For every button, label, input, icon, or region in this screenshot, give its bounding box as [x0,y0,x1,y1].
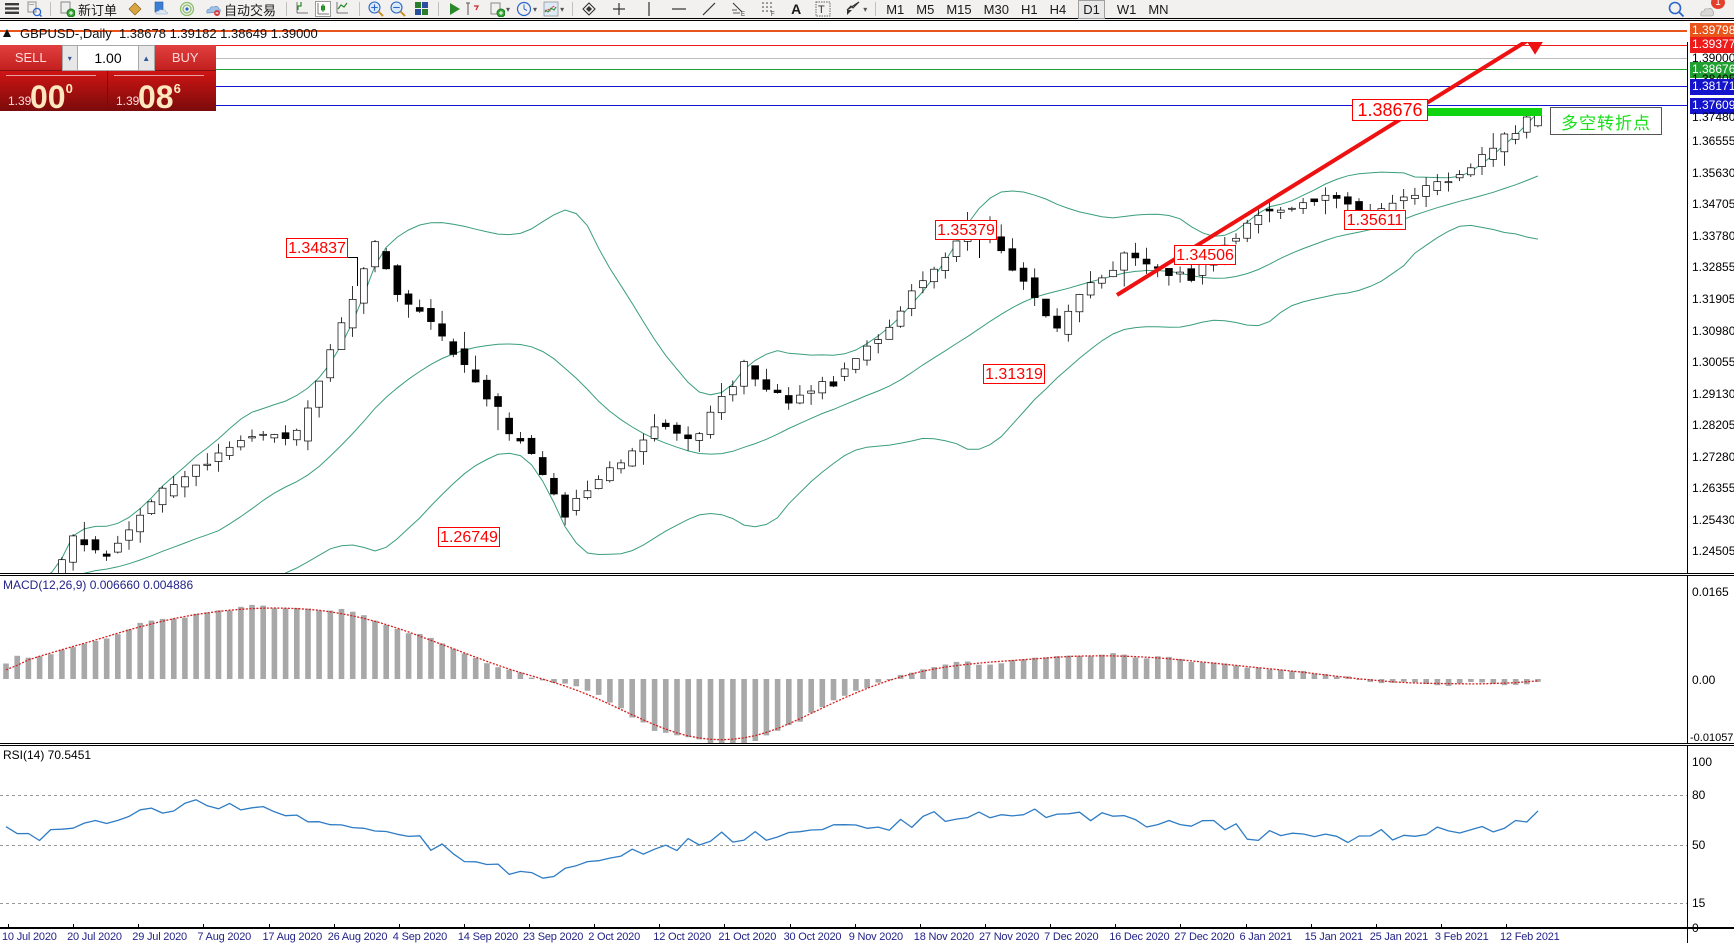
svg-text:T: T [818,4,825,16]
svg-text:E: E [741,12,745,17]
svg-text:F: F [771,12,775,17]
